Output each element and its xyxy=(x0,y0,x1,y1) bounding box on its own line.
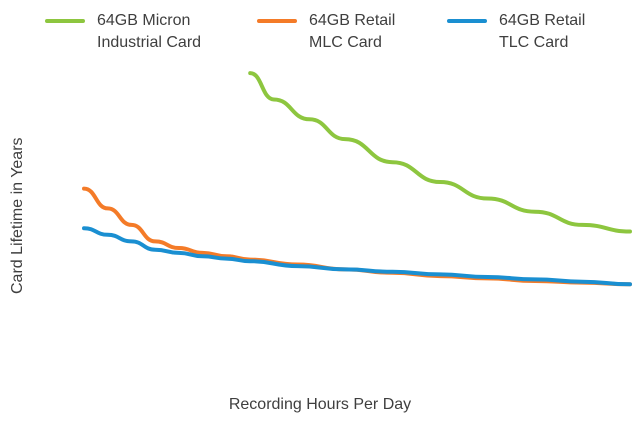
legend-label-mlc: 64GB Retail MLC Card xyxy=(309,12,396,51)
legend-item-micron: 64GB Micron Industrial Card xyxy=(45,10,201,54)
legend-label-micron: 64GB Micron Industrial Card xyxy=(97,12,202,51)
series-line-tlc xyxy=(82,226,632,287)
series-line-micron xyxy=(248,71,632,234)
legend-item-tlc: 64GB Retail TLC Card xyxy=(447,10,585,54)
legend-label-tlc: 64GB Retail TLC Card xyxy=(499,12,586,51)
legend-swatch-mlc xyxy=(257,19,297,23)
legend-swatch-tlc xyxy=(447,19,487,23)
x-axis-label: Recording Hours Per Day xyxy=(228,396,412,413)
legend-swatch-micron xyxy=(45,19,85,23)
legend-item-mlc: 64GB Retail MLC Card xyxy=(257,10,395,54)
